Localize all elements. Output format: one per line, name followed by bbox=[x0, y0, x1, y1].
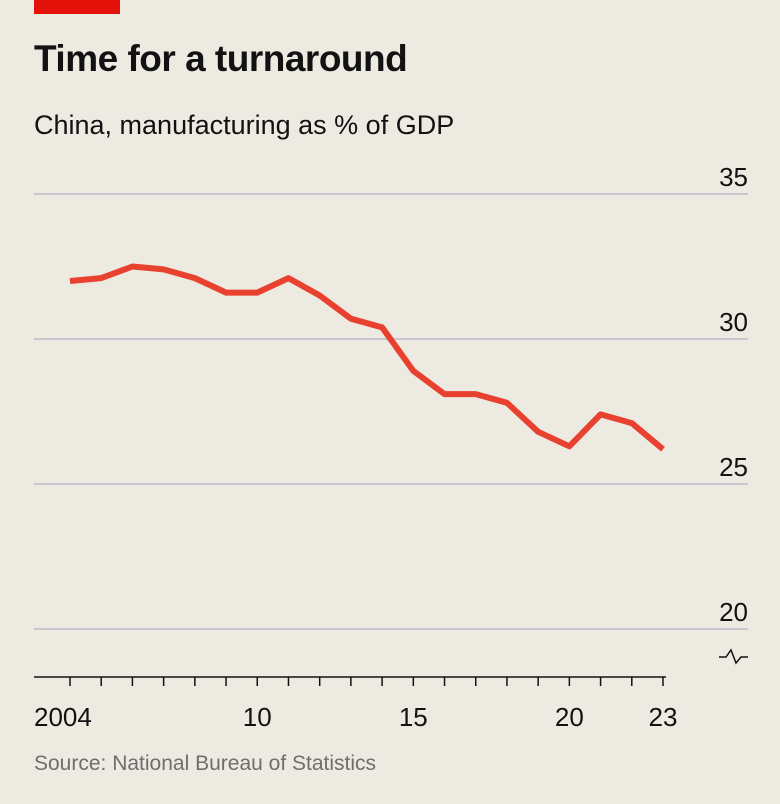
y-tick-label-25: 25 bbox=[719, 452, 748, 482]
x-tick-label-20: 20 bbox=[555, 702, 584, 732]
chart-subtitle: China, manufacturing as % of GDP bbox=[34, 110, 455, 140]
source-note: Source: National Bureau of Statistics bbox=[34, 752, 377, 775]
series-line-0 bbox=[69, 263, 665, 452]
chart-title: Time for a turnaround bbox=[34, 38, 408, 79]
y-tick-label-20: 20 bbox=[719, 597, 748, 627]
x-tick-label-23: 23 bbox=[649, 702, 678, 732]
x-tick-label-15: 15 bbox=[399, 702, 428, 732]
axis-break-icon bbox=[719, 648, 748, 665]
y-tick-label-35: 35 bbox=[719, 162, 748, 192]
y-tick-label-30: 30 bbox=[719, 307, 748, 337]
x-tick-label-2004: 2004 bbox=[34, 702, 92, 732]
x-tick-label-10: 10 bbox=[243, 702, 272, 732]
brand-tag bbox=[34, 0, 120, 14]
